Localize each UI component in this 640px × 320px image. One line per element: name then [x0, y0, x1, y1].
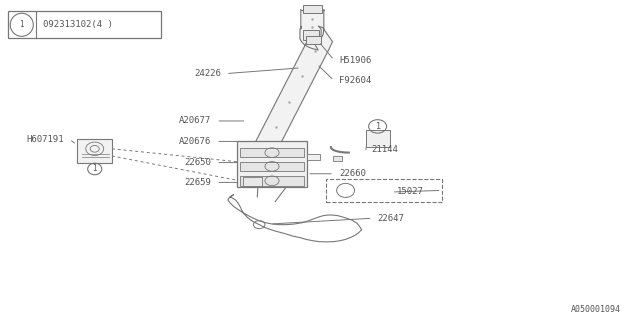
Text: 22650: 22650: [184, 158, 211, 167]
Text: H607191: H607191: [26, 135, 64, 144]
Text: A050001094: A050001094: [571, 305, 621, 314]
Text: H51906: H51906: [339, 56, 371, 65]
Text: 15027: 15027: [397, 188, 424, 196]
Text: 22647: 22647: [378, 214, 404, 223]
Text: 22660: 22660: [339, 169, 366, 178]
Text: 1: 1: [92, 164, 97, 173]
Bar: [77, 139, 112, 163]
Bar: [307, 154, 320, 160]
Text: 1: 1: [375, 122, 380, 131]
Bar: [333, 156, 342, 161]
Bar: [240, 162, 304, 171]
Bar: [303, 5, 322, 13]
Text: A20676: A20676: [179, 137, 211, 146]
Text: F92604: F92604: [339, 76, 371, 85]
Bar: [303, 30, 319, 40]
Text: 21144: 21144: [371, 145, 398, 154]
Text: 1: 1: [19, 20, 24, 29]
Polygon shape: [249, 10, 333, 165]
Text: 092313102(4 ): 092313102(4 ): [43, 20, 113, 29]
Bar: [306, 36, 321, 44]
Bar: [326, 179, 442, 202]
Bar: [237, 141, 307, 187]
Bar: [8, 11, 161, 38]
Bar: [366, 130, 390, 147]
Text: 22659: 22659: [184, 178, 211, 187]
Text: A20677: A20677: [179, 116, 211, 125]
Bar: [240, 148, 304, 157]
Text: 24226: 24226: [194, 69, 221, 78]
Bar: [240, 176, 304, 186]
Bar: [243, 177, 262, 186]
